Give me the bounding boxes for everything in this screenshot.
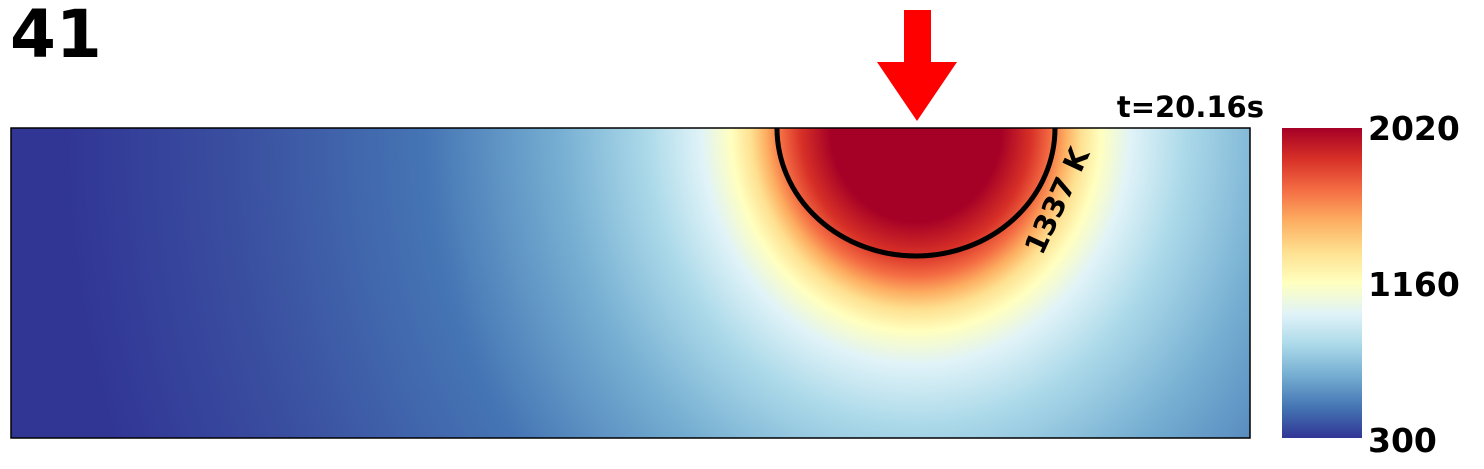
melt-contour bbox=[774, 128, 1058, 259]
heat-source-arrow bbox=[877, 10, 957, 121]
colorbar bbox=[1282, 128, 1362, 438]
plot-frame bbox=[10, 127, 1251, 439]
frame-number: 41 bbox=[10, 0, 102, 73]
time-label: t=20.16s bbox=[1116, 90, 1264, 124]
colorbar-tick-max: 2020 bbox=[1368, 109, 1460, 148]
colorbar-tick-min: 300 bbox=[1368, 421, 1437, 460]
colorbar-tick-mid: 1160 bbox=[1368, 265, 1460, 304]
